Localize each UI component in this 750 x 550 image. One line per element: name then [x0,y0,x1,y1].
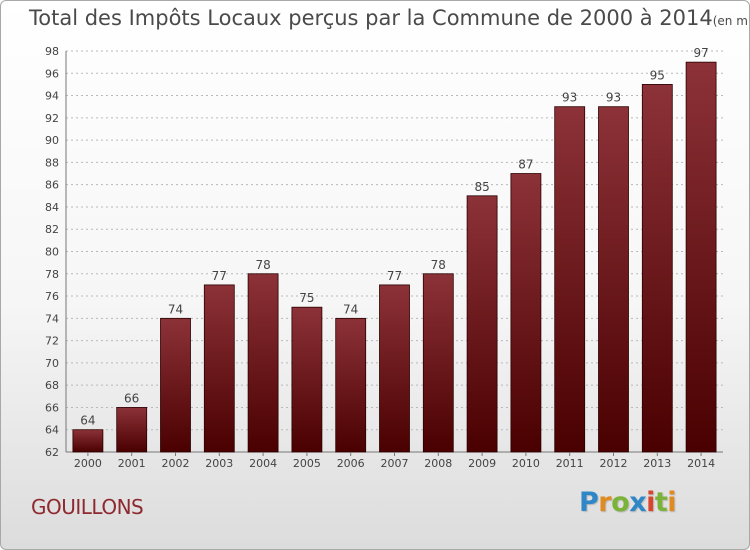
logo-letter: r [598,487,612,518]
x-tick-label: 2011 [556,457,584,470]
x-tick-label: 2008 [424,457,452,470]
logo-letter: o [611,487,630,518]
bar-value-label: 93 [562,91,577,105]
proxiti-logo: Proxiti [579,487,677,518]
logo-letter: t [654,487,668,518]
x-tick-label: 2010 [512,457,540,470]
y-tick-label: 76 [45,290,59,303]
y-tick-label: 90 [45,134,59,147]
y-tick-label: 62 [45,446,59,459]
chart-title-unit: (en milliers d'€) [712,14,750,28]
y-tick-label: 64 [45,424,59,437]
y-tick-label: 98 [45,45,59,58]
bar-2001 [116,407,148,453]
x-tick-label: 2002 [162,457,190,470]
commune-name: GOUILLONS [31,495,144,519]
x-tick-label: 2004 [249,457,277,470]
x-tick-label: 2005 [293,457,321,470]
bar-2006 [335,317,367,453]
bar-value-label: 77 [387,269,402,283]
bar-2003 [203,284,235,453]
y-tick-label: 82 [45,223,59,236]
x-tick-label: 2000 [74,457,102,470]
bar-2010 [510,173,542,453]
x-tick-label: 2012 [600,457,628,470]
chart-title-main: Total des Impôts Locaux perçus par la Co… [29,6,713,30]
y-tick-label: 74 [45,312,59,325]
bar-2005 [291,306,323,453]
x-tick-label: 2007 [381,457,409,470]
bar-value-label: 74 [343,302,358,316]
bar-value-label: 66 [124,391,139,405]
bar-value-label: 87 [518,158,533,172]
y-tick-label: 70 [45,357,59,370]
y-tick-label: 96 [45,67,59,80]
y-tick-label: 92 [45,112,59,125]
x-tick-label: 2003 [205,457,233,470]
y-tick-label: 84 [45,201,59,214]
x-tick-label: 2006 [337,457,365,470]
bar-2011 [554,106,586,453]
bar-value-label: 93 [606,91,621,105]
x-tick-labels: 2000 2001 2002 2003 2004 2005 2006 2007 2008 2009… [74,452,715,470]
y-tick-label: 94 [45,90,59,103]
y-tick-label: 66 [45,401,59,414]
bar-value-label: 74 [168,302,183,316]
x-tick-label: 2009 [468,457,496,470]
bar-2002 [160,317,191,453]
bar-value-label: 85 [474,180,489,194]
bar-2014 [685,61,717,453]
bar-value-label: 64 [80,414,95,428]
logo-letter: x [629,487,647,518]
bar-2007 [379,284,410,453]
y-tick-label: 68 [45,379,59,392]
bar-value-label: 75 [299,291,314,305]
bar-2004 [247,273,279,453]
y-tick-label: 72 [45,335,59,348]
logo-letter: i [646,487,655,518]
bar-2000 [72,429,104,453]
x-tick-label: 2014 [687,457,715,470]
bar-value-label: 77 [212,269,227,283]
bar-2013 [641,84,673,453]
y-tick-label: 78 [45,268,59,281]
logo-letter: P [579,487,599,518]
y-tick-label: 86 [45,179,59,192]
bars [72,61,717,453]
chart-title: Total des Impôts Locaux perçus par la Co… [29,6,750,30]
x-tick-label: 2013 [643,457,671,470]
bar-value-label: 95 [650,68,665,82]
bar-2012 [598,106,629,453]
y-tick-label: 80 [45,246,59,259]
bar-2008 [422,273,454,453]
logo-letter: i [667,487,677,518]
bar-value-label: 78 [431,258,446,272]
y-tick-labels: 62 64 66 68 70 72 74 76 78 80 82 84 86 88 90 92 94 96 98 [45,45,59,459]
bar-value-label: 78 [255,258,270,272]
x-tick-label: 2001 [118,457,146,470]
bar-value-labels: 64 66 74 77 78 75 74 77 78 85 87 93 93 95 97 [80,46,708,428]
y-tick-label: 88 [45,156,59,169]
bar-value-label: 97 [693,46,708,60]
bar-2009 [466,195,498,453]
